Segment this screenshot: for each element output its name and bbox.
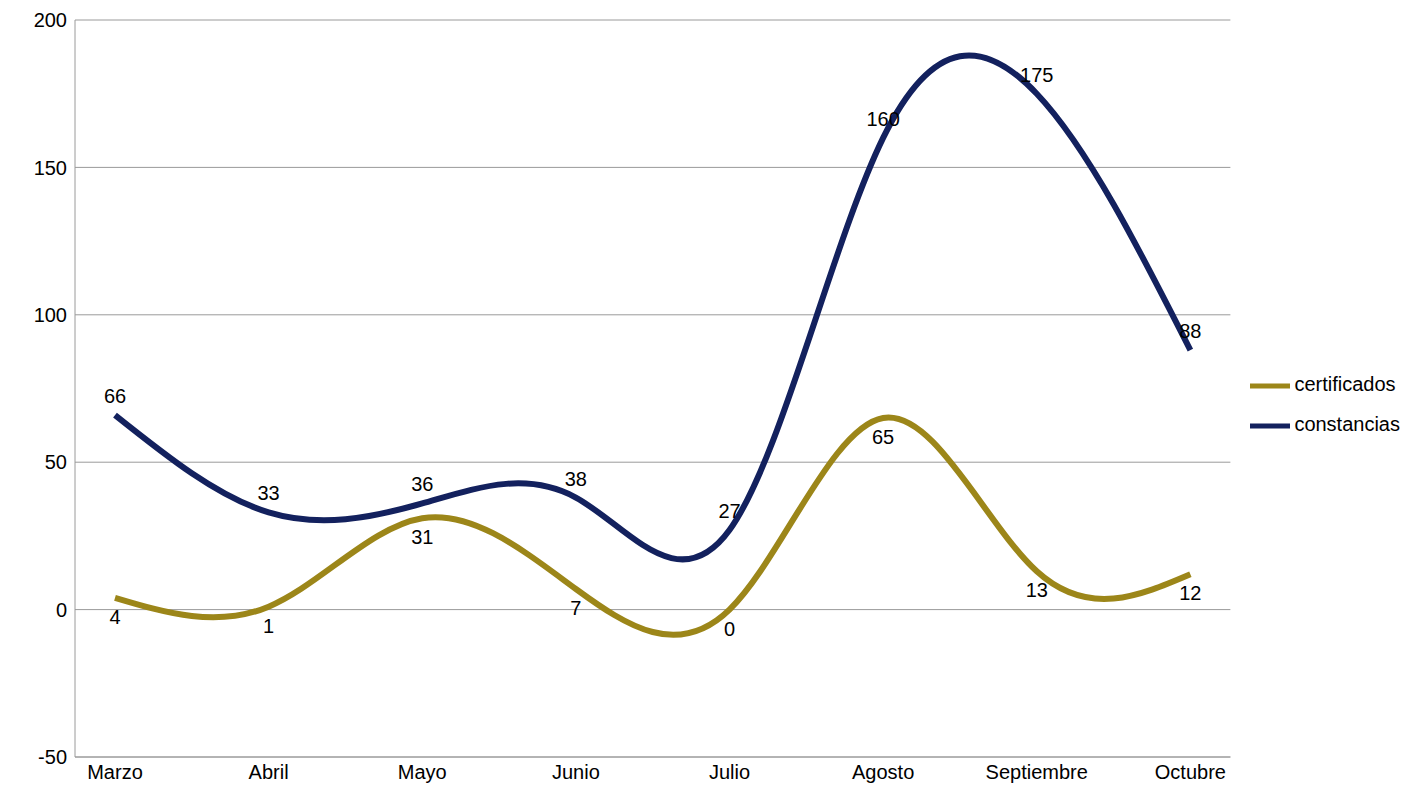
svg-text:1: 1 <box>263 615 274 637</box>
svg-text:Agosto: Agosto <box>852 761 914 783</box>
svg-text:175: 175 <box>1020 64 1053 86</box>
svg-text:66: 66 <box>104 385 126 407</box>
svg-text:0: 0 <box>56 599 67 621</box>
svg-text:31: 31 <box>411 526 433 548</box>
svg-text:27: 27 <box>718 500 740 522</box>
svg-text:4: 4 <box>109 606 120 628</box>
svg-text:13: 13 <box>1026 579 1048 601</box>
html-text:constancias: constancias <box>1294 412 1400 435</box>
svg-text:Abril: Abril <box>249 761 289 783</box>
svg-text:160: 160 <box>866 108 899 130</box>
svg-text:-50: -50 <box>38 746 67 768</box>
svg-text:100: 100 <box>34 304 67 326</box>
svg-text:12: 12 <box>1179 582 1201 604</box>
svg-text:0: 0 <box>724 618 735 640</box>
svg-text:Septiembre: Septiembre <box>986 761 1088 783</box>
svg-text:50: 50 <box>45 451 67 473</box>
svg-text:150: 150 <box>34 157 67 179</box>
svg-text:65: 65 <box>872 426 894 448</box>
svg-text:Junio: Junio <box>552 761 600 783</box>
svg-text:33: 33 <box>258 482 280 504</box>
svg-text:7: 7 <box>570 597 581 619</box>
html-text:certificados: certificados <box>1294 372 1396 395</box>
svg-text:Marzo: Marzo <box>87 761 143 783</box>
svg-text:Julio: Julio <box>709 761 750 783</box>
svg-text:200: 200 <box>34 9 67 31</box>
svg-text:88: 88 <box>1179 320 1201 342</box>
svg-text:36: 36 <box>411 473 433 495</box>
svg-text:38: 38 <box>565 468 587 490</box>
svg-text:Mayo: Mayo <box>398 761 447 783</box>
svg-text:Octubre: Octubre <box>1155 761 1226 783</box>
